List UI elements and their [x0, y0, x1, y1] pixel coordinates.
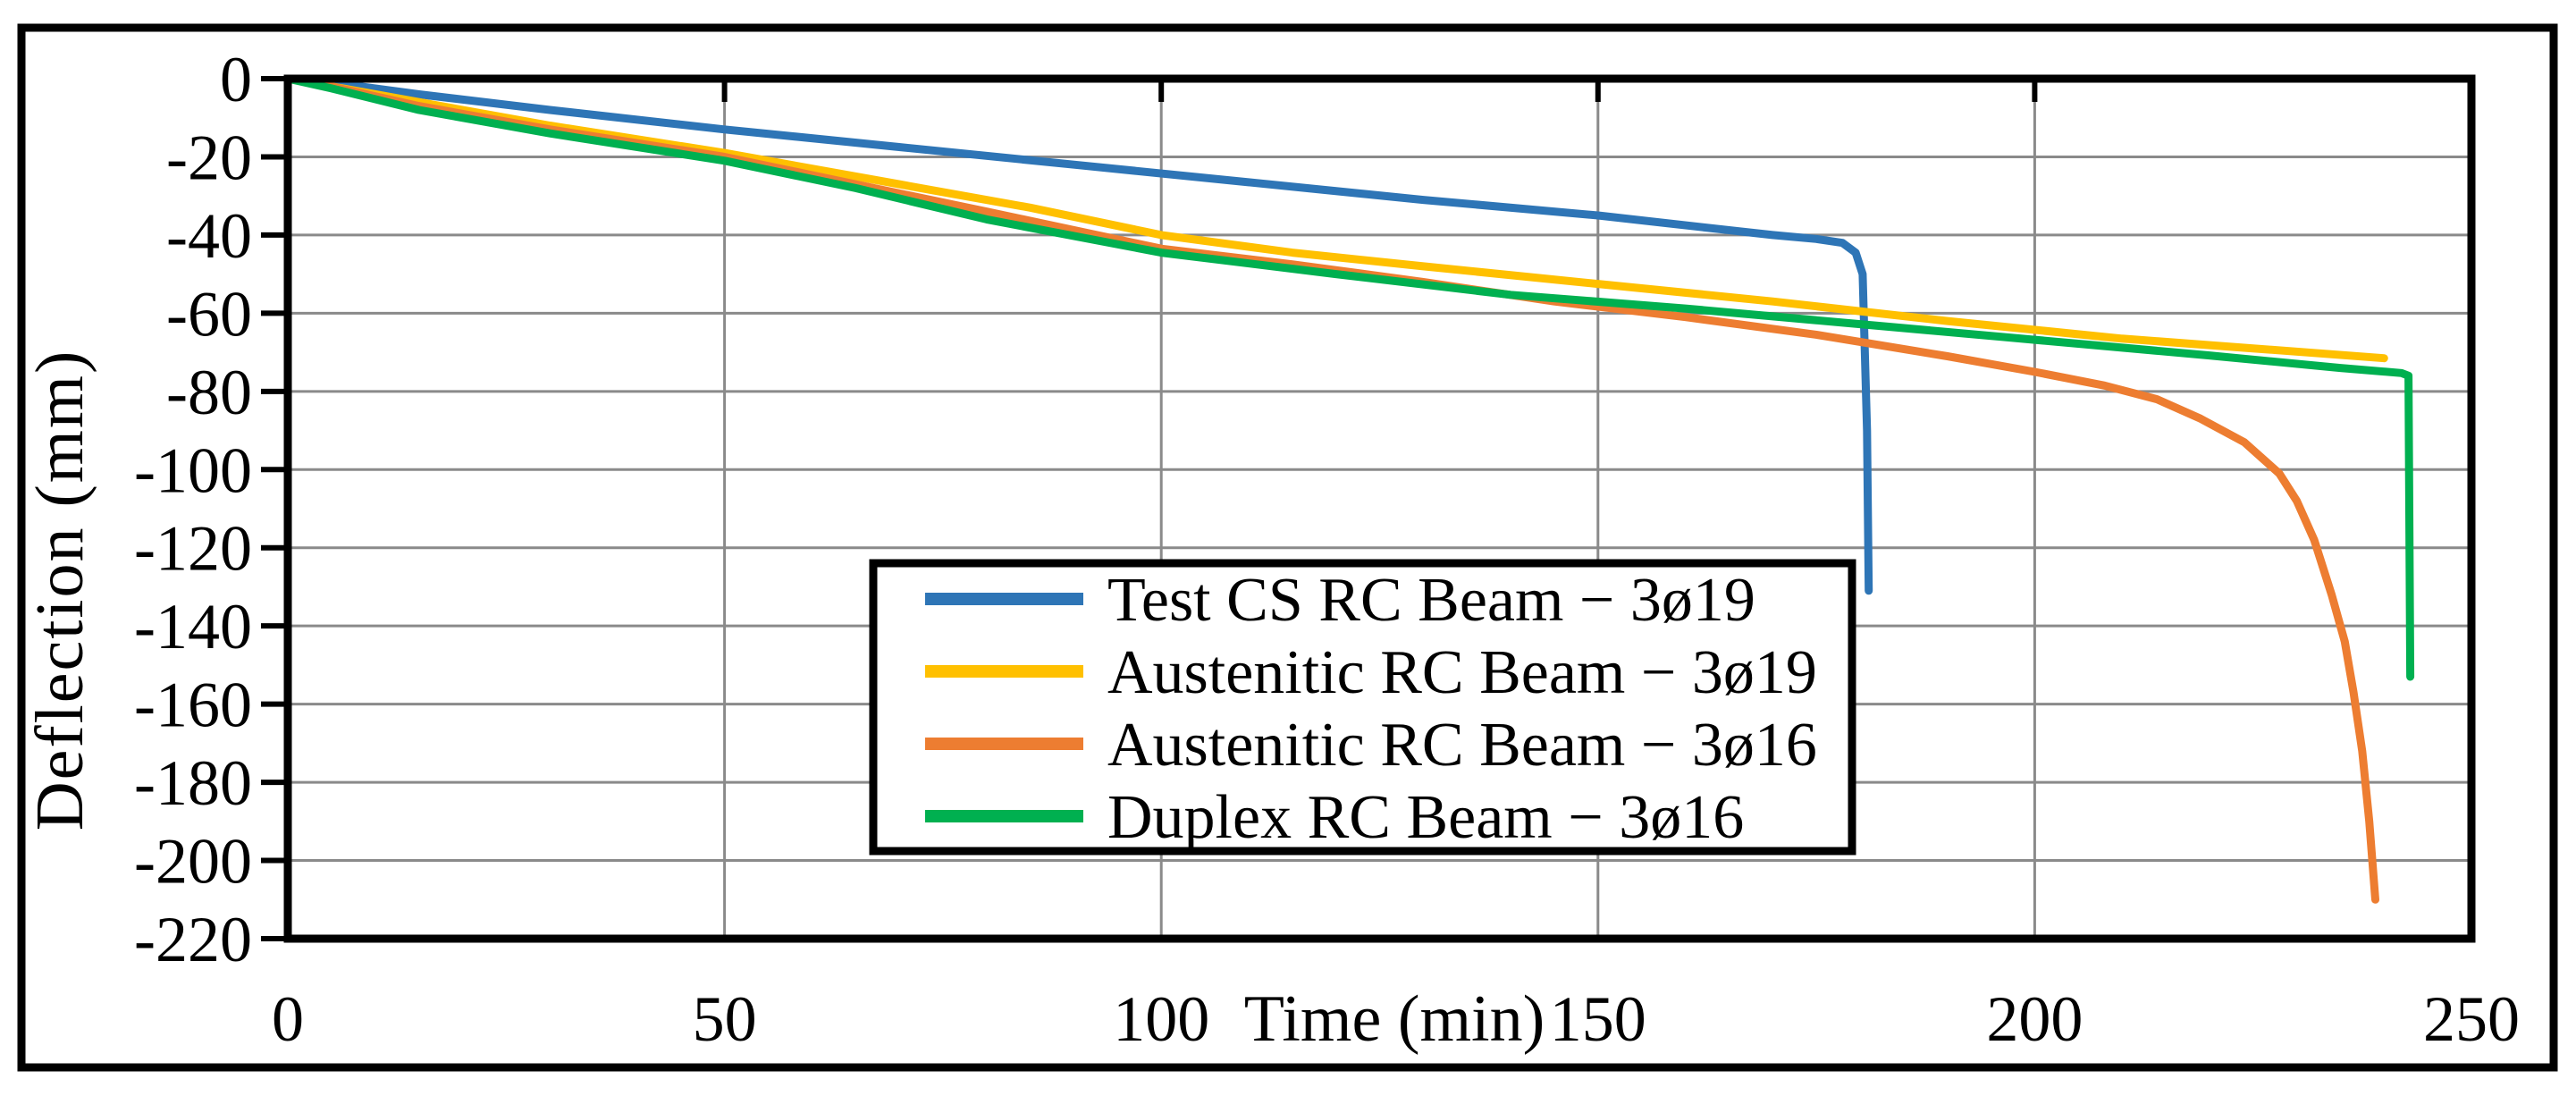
y-tick-label: -160	[134, 670, 252, 741]
y-tick-label: -180	[134, 747, 252, 819]
legend-label-duplex-rc-beam-3o16: Duplex RC Beam − 3ø16	[1107, 783, 1744, 852]
legend-item-duplex-rc-beam-3o16: Duplex RC Beam − 3ø16	[925, 783, 1744, 852]
chart-layers: 0-20-40-60-80-100-120-140-160-180-200-22…	[134, 44, 2520, 1055]
x-tick-label: 200	[1986, 983, 2083, 1055]
x-axis-title: Time (min)	[1244, 982, 1545, 1056]
x-tick-label: 50	[693, 983, 757, 1055]
plot-border	[283, 74, 2476, 943]
x-tick-label: 150	[1550, 983, 1646, 1055]
x-tick-label: 100	[1113, 983, 1209, 1055]
legend-item-austenitic-rc-beam-3o16: Austenitic RC Beam − 3ø16	[925, 711, 1817, 780]
legend-item-test-cs-rc-beam-3o19: Test CS RC Beam − 3ø19	[925, 566, 1755, 635]
series-line-austenitic-rc-beam-3o19	[283, 74, 2388, 363]
legend-item-austenitic-rc-beam-3o19: Austenitic RC Beam − 3ø19	[925, 638, 1817, 707]
legend-box	[869, 559, 1856, 856]
y-tick-label: -80	[166, 357, 252, 428]
series-line-test-cs-rc-beam-3o19	[283, 74, 1873, 595]
legend-label-test-cs-rc-beam-3o19: Test CS RC Beam − 3ø19	[1107, 566, 1755, 635]
series-line-duplex-rc-beam-3o16	[283, 74, 2415, 681]
figure-border	[17, 23, 2558, 1072]
legend-label-austenitic-rc-beam-3o19: Austenitic RC Beam − 3ø19	[1107, 638, 1817, 707]
y-axis-title: Deflection (mm)	[22, 350, 97, 831]
x-tick-label: 250	[2423, 983, 2520, 1055]
y-tick-label: -120	[134, 513, 252, 585]
y-tick-label: -140	[134, 591, 252, 662]
y-tick-label: -40	[166, 200, 252, 272]
y-tick-label: -100	[134, 434, 252, 506]
y-tick-label: -200	[134, 826, 252, 898]
y-tick-label: -20	[166, 122, 252, 193]
y-tick-label: 0	[220, 44, 252, 115]
legend-label-austenitic-rc-beam-3o16: Austenitic RC Beam − 3ø16	[1107, 711, 1817, 780]
y-tick-label: -60	[166, 278, 252, 350]
x-tick-label: 0	[272, 983, 304, 1055]
y-tick-label: -220	[134, 904, 252, 975]
